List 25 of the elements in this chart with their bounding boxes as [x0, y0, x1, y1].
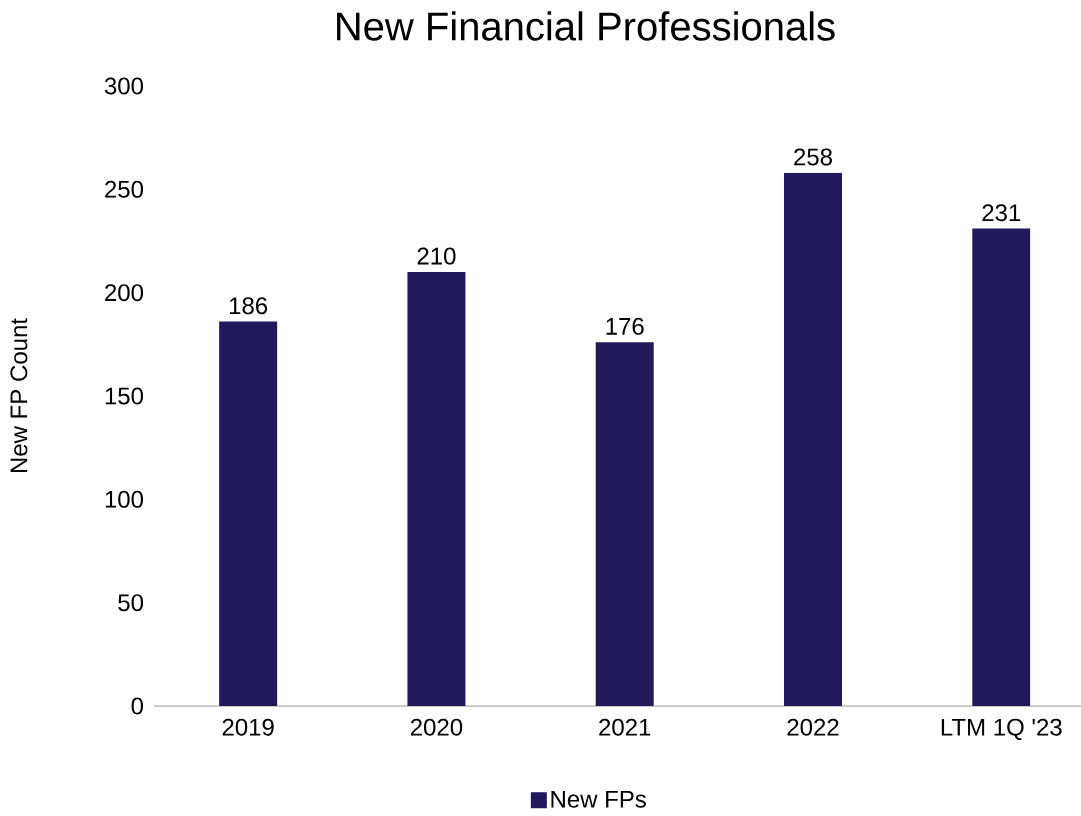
bar — [219, 321, 278, 706]
legend-label: New FPs — [551, 790, 646, 808]
data-label: 231 — [982, 204, 1021, 222]
y-tick-label: 0 — [131, 697, 144, 715]
x-tick-label: LTM 1Q '23 — [941, 718, 1062, 740]
y-tick-label: 100 — [105, 490, 144, 508]
data-label: 176 — [606, 317, 644, 335]
y-tick-label: 250 — [105, 180, 144, 198]
bar — [595, 342, 654, 706]
x-tick-label: 2022 — [787, 718, 839, 736]
data-label: 258 — [794, 148, 832, 166]
chart-title: New Financial Professionals — [337, 11, 835, 41]
x-tick-label: 2021 — [599, 718, 651, 736]
data-label: 210 — [417, 247, 456, 265]
bar — [407, 271, 466, 706]
bar — [783, 172, 842, 706]
x-tick-label: 2019 — [222, 718, 274, 736]
y-tick-label: 150 — [105, 387, 144, 405]
y-axis-title: New FP Count — [10, 318, 28, 473]
y-tick-label: 50 — [118, 594, 144, 612]
y-tick-label: 300 — [104, 77, 144, 95]
y-tick-label: 200 — [105, 284, 144, 302]
x-tick-label: 2020 — [410, 718, 463, 736]
bar — [972, 228, 1031, 706]
data-label: 186 — [229, 297, 268, 315]
